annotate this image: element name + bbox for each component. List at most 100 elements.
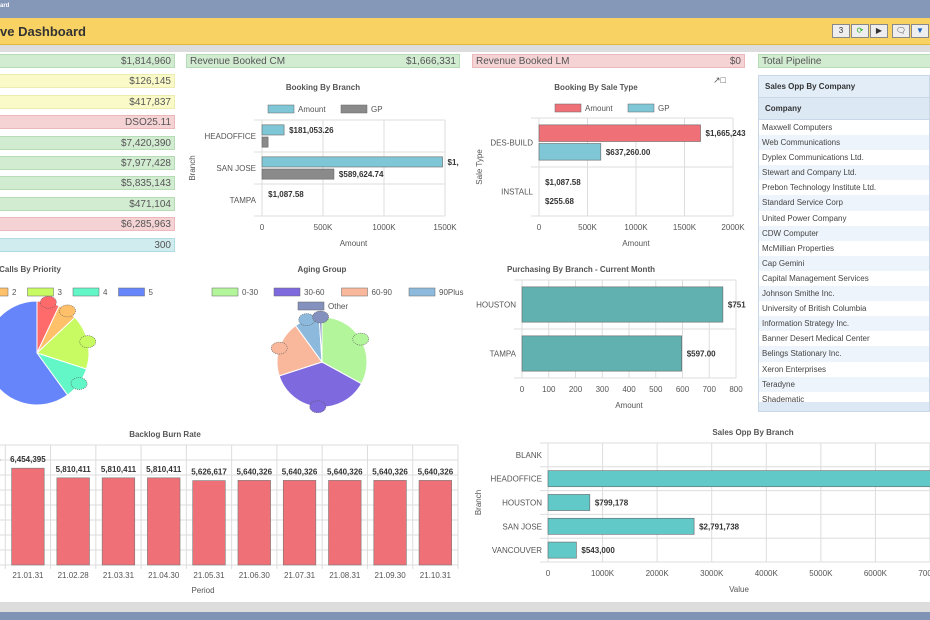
kpi-value: $0 bbox=[729, 56, 741, 67]
legend-swatch bbox=[273, 287, 301, 297]
x-tick-label: 1000K bbox=[372, 223, 396, 232]
legend-swatch bbox=[118, 287, 145, 297]
data-label: 5,640,326 bbox=[418, 467, 454, 476]
x-tick-label: 21.06.30 bbox=[239, 571, 271, 580]
kpi-card[interactable]: Revenue Booked LM $0 bbox=[472, 54, 745, 68]
data-label: $1, bbox=[448, 158, 459, 167]
table-row[interactable]: Maxwell Computers bbox=[762, 123, 833, 132]
kpi-card[interactable]: DSO25.11 bbox=[0, 115, 175, 130]
bar bbox=[521, 286, 724, 323]
x-axis-label: Amount bbox=[622, 239, 650, 248]
x-tick-label: 21.09.30 bbox=[375, 571, 407, 580]
chart-title: Sales Opp By Branch bbox=[712, 428, 793, 437]
legend-swatch bbox=[0, 287, 9, 297]
y-category-label: HEADOFFICE bbox=[204, 132, 256, 141]
bar bbox=[538, 124, 701, 142]
table-row[interactable]: Belings Stationary Inc. bbox=[759, 346, 929, 362]
table-row[interactable]: CDW Computer bbox=[759, 225, 929, 241]
table-row[interactable]: Teradyne bbox=[759, 376, 929, 392]
chart-title: Calls By Priority bbox=[0, 265, 61, 274]
kpi-card[interactable]: Revenue Booked CM $1,666,331 bbox=[186, 54, 460, 68]
table-row[interactable]: United Power Company bbox=[762, 213, 847, 223]
horizontal-scrollbar[interactable] bbox=[0, 602, 930, 612]
table-row[interactable]: Stewart and Company Ltd. bbox=[759, 165, 929, 181]
table-row[interactable]: Xeron Enterprises bbox=[762, 364, 827, 374]
data-label: 5,640,326 bbox=[327, 467, 363, 476]
legend-swatch bbox=[211, 287, 239, 297]
x-tick-label: 21.03.31 bbox=[103, 571, 135, 580]
x-tick-label: 300 bbox=[596, 385, 610, 394]
kpi-value: $7,977,428 bbox=[120, 158, 171, 169]
x-tick-label: 400 bbox=[622, 385, 636, 394]
kpi-card[interactable]: $5,835,143 bbox=[0, 176, 175, 191]
legend-label: GP bbox=[658, 104, 670, 113]
comment-icon[interactable]: 🗨 bbox=[892, 24, 910, 38]
kpi-card[interactable]: $7,977,428 bbox=[0, 156, 175, 170]
x-tick-label: 6000K bbox=[864, 569, 888, 578]
x-axis-label: Amount bbox=[340, 239, 368, 248]
table-row[interactable]: Johnson Smithe Inc. bbox=[759, 286, 929, 302]
column-header-company[interactable]: Company bbox=[759, 98, 929, 120]
pie-data-bubble bbox=[70, 377, 88, 390]
table-row[interactable]: Cap Gemini bbox=[759, 255, 929, 271]
data-label: 5,640,326 bbox=[372, 467, 408, 476]
chart-title: Booking By Branch bbox=[286, 83, 360, 92]
bar bbox=[237, 480, 271, 566]
pie-data-bubble bbox=[270, 341, 288, 355]
filter-icon[interactable]: ▼ bbox=[911, 24, 929, 38]
data-label: 5,640,326 bbox=[236, 467, 272, 476]
chart-title: Booking By Sale Type bbox=[554, 83, 638, 92]
table-row[interactable]: Prebon Technology Institute Ltd. bbox=[762, 183, 877, 193]
bar bbox=[538, 143, 602, 161]
data-label: $637,260.00 bbox=[606, 148, 651, 157]
table-row[interactable]: Standard Service Corp bbox=[759, 195, 929, 211]
data-label: $2,791,738 bbox=[699, 522, 740, 531]
popout-icon[interactable]: ↗□ bbox=[713, 75, 726, 85]
kpi-card[interactable]: $7,420,390 bbox=[0, 135, 175, 150]
table-row[interactable]: McMillian Properties bbox=[762, 243, 835, 253]
play-icon[interactable]: ▶ bbox=[870, 24, 888, 38]
table-row[interactable]: Banner Desert Medical Center bbox=[762, 334, 870, 344]
kpi-card[interactable]: Total Pipeline bbox=[758, 54, 930, 68]
chart-title: Backlog Burn Rate bbox=[129, 430, 201, 439]
kpi-card[interactable]: $417,837 bbox=[0, 94, 175, 109]
bar bbox=[547, 470, 930, 488]
table-row[interactable]: Capital Management Services bbox=[762, 273, 869, 283]
kpi-card[interactable]: $6,285,963 bbox=[0, 217, 175, 232]
kpi-card[interactable]: $471,104 bbox=[0, 196, 175, 211]
x-tick-label: 0 bbox=[537, 223, 542, 232]
legend-label: 60-90 bbox=[372, 288, 393, 297]
data-label: $751 bbox=[728, 301, 746, 310]
x-axis-label: Period bbox=[191, 586, 214, 595]
kpi-value: $1,666,331 bbox=[405, 56, 456, 67]
legend-label: GP bbox=[371, 105, 383, 114]
pie-data-bubble bbox=[79, 335, 97, 348]
table-row[interactable]: Shadematic bbox=[762, 394, 805, 404]
bar bbox=[521, 335, 682, 372]
count-button[interactable]: 3 bbox=[832, 24, 850, 38]
legend-swatch bbox=[267, 104, 295, 114]
kpi-card[interactable]: 300 bbox=[0, 237, 175, 252]
kpi-card[interactable]: $126,145 bbox=[0, 74, 175, 89]
table-footer bbox=[759, 402, 929, 411]
bar bbox=[418, 480, 452, 566]
table-row[interactable]: Information Strategy Inc. bbox=[759, 316, 929, 332]
x-tick-label: 21.07.31 bbox=[284, 571, 316, 580]
legend-label: 4 bbox=[103, 288, 108, 297]
legend-label: 30-60 bbox=[304, 288, 325, 297]
x-tick-label: 2000K bbox=[646, 569, 670, 578]
legend-label: 2 bbox=[12, 288, 17, 297]
refresh-icon[interactable]: ⟳ bbox=[851, 24, 869, 38]
table-row[interactable]: Dyplex Communications Ltd. bbox=[762, 153, 864, 163]
pie-data-bubble bbox=[40, 295, 57, 309]
kpi-card[interactable]: $1,814,960 bbox=[0, 54, 175, 68]
y-category-label: TAMPA bbox=[230, 196, 257, 205]
table-row[interactable]: University of British Columbia bbox=[762, 304, 867, 314]
bar bbox=[11, 467, 45, 566]
legend-label: 90Plus bbox=[439, 288, 463, 297]
legend-swatch bbox=[72, 287, 100, 297]
x-tick-label: 1500K bbox=[433, 223, 457, 232]
x-tick-label: 1000K bbox=[591, 569, 615, 578]
table-row[interactable]: Web Communications bbox=[759, 135, 929, 151]
legend-swatch bbox=[554, 103, 582, 113]
